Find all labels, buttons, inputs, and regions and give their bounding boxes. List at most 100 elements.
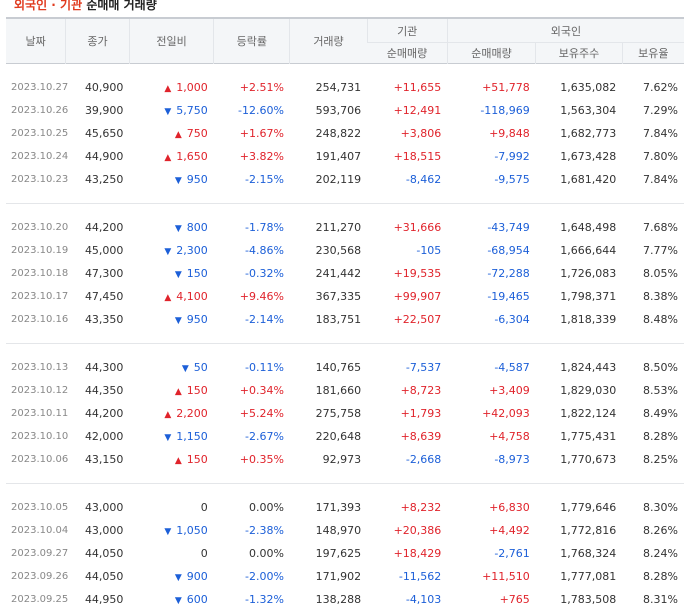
- investor-trading-table: 날짜 종가 전일비 등락률 거래량 기관 외국인 순매매량 순매매량 보유주수 …: [6, 17, 684, 611]
- cell-institution-net: +12,491: [367, 99, 447, 122]
- cell-institution-net: +20,386: [367, 519, 447, 542]
- cell-institution-net: +99,907: [367, 285, 447, 308]
- cell-change: ▼1,050: [129, 519, 213, 542]
- change-value: 2,200: [176, 407, 208, 420]
- table-header: 날짜 종가 전일비 등락률 거래량 기관 외국인 순매매량 순매매량 보유주수 …: [6, 18, 684, 64]
- cell-rate: -1.32%: [214, 588, 290, 611]
- cell-foreign-net: -72,288: [447, 262, 535, 285]
- change-value: 900: [187, 570, 208, 583]
- cell-volume: 92,973: [290, 448, 367, 471]
- cell-date: 2023.10.16: [6, 308, 66, 331]
- header-rate: 등락률: [214, 18, 290, 64]
- cell-volume: 241,442: [290, 262, 367, 285]
- cell-foreign-net: +4,492: [447, 519, 535, 542]
- triangle-down-icon: ▼: [175, 596, 182, 606]
- cell-ratio: 8.31%: [622, 588, 684, 611]
- cell-date: 2023.09.27: [6, 542, 66, 565]
- change-value: 950: [187, 173, 208, 186]
- cell-change: 0: [129, 542, 213, 565]
- cell-ratio: 8.50%: [622, 356, 684, 379]
- triangle-up-icon: ▲: [164, 153, 171, 163]
- cell-change: ▼950: [129, 168, 213, 191]
- cell-rate: +0.34%: [214, 379, 290, 402]
- cell-change: ▲1,650: [129, 145, 213, 168]
- cell-volume: 248,822: [290, 122, 367, 145]
- cell-holdings: 1,777,081: [536, 565, 622, 588]
- cell-holdings: 1,824,443: [536, 356, 622, 379]
- cell-holdings: 1,775,431: [536, 425, 622, 448]
- cell-change: ▼ 600: [129, 588, 213, 611]
- triangle-up-icon: ▲: [175, 387, 182, 397]
- triangle-down-icon: ▼: [182, 364, 189, 374]
- change-value: 5,750: [176, 104, 208, 117]
- cell-holdings: 1,563,304: [536, 99, 622, 122]
- change-value: 800: [187, 221, 208, 234]
- cell-foreign-net: -43,749: [447, 216, 535, 239]
- cell-holdings: 1,768,324: [536, 542, 622, 565]
- cell-rate: -2.14%: [214, 308, 290, 331]
- cell-volume: 197,625: [290, 542, 367, 565]
- cell-ratio: 8.25%: [622, 448, 684, 471]
- cell-rate: +5.24%: [214, 402, 290, 425]
- cell-volume: 181,660: [290, 379, 367, 402]
- cell-rate: +3.82%: [214, 145, 290, 168]
- cell-rate: -2.15%: [214, 168, 290, 191]
- cell-foreign-net: +6,830: [447, 496, 535, 519]
- cell-date: 2023.10.26: [6, 99, 66, 122]
- cell-ratio: 8.30%: [622, 496, 684, 519]
- cell-institution-net: -105: [367, 239, 447, 262]
- change-value: 150: [187, 384, 208, 397]
- cell-foreign-net: -9,575: [447, 168, 535, 191]
- cell-close: 44,950: [66, 588, 130, 611]
- cell-close: 44,050: [66, 542, 130, 565]
- cell-institution-net: -8,462: [367, 168, 447, 191]
- cell-volume: 183,751: [290, 308, 367, 331]
- cell-rate: +1.67%: [214, 122, 290, 145]
- cell-foreign-net: +3,409: [447, 379, 535, 402]
- cell-holdings: 1,770,673: [536, 448, 622, 471]
- cell-institution-net: +11,655: [367, 76, 447, 99]
- cell-close: 43,000: [66, 519, 130, 542]
- cell-volume: 140,765: [290, 356, 367, 379]
- cell-holdings: 1,772,816: [536, 519, 622, 542]
- change-value: 50: [194, 361, 208, 374]
- cell-close: 44,200: [66, 216, 130, 239]
- cell-close: 44,350: [66, 379, 130, 402]
- cell-ratio: 8.28%: [622, 425, 684, 448]
- cell-date: 2023.10.10: [6, 425, 66, 448]
- cell-foreign-net: -8,973: [447, 448, 535, 471]
- cell-date: 2023.10.06: [6, 448, 66, 471]
- cell-institution-net: +22,507: [367, 308, 447, 331]
- triangle-up-icon: ▲: [175, 456, 182, 466]
- cell-holdings: 1,783,508: [536, 588, 622, 611]
- cell-date: 2023.10.12: [6, 379, 66, 402]
- cell-rate: -0.11%: [214, 356, 290, 379]
- change-value: 600: [187, 593, 208, 606]
- cell-foreign-net: +51,778: [447, 76, 535, 99]
- cell-change: ▲750: [129, 122, 213, 145]
- cell-volume: 593,706: [290, 99, 367, 122]
- cell-foreign-net: -68,954: [447, 239, 535, 262]
- header-holdings: 보유주수: [536, 43, 622, 64]
- cell-date: 2023.10.25: [6, 122, 66, 145]
- cell-change: ▼800: [129, 216, 213, 239]
- section-title-highlight: 외국인 · 기관: [14, 0, 82, 12]
- cell-rate: -2.67%: [214, 425, 290, 448]
- change-value: 150: [187, 267, 208, 280]
- cell-date: 2023.10.24: [6, 145, 66, 168]
- cell-volume: 191,407: [290, 145, 367, 168]
- cell-holdings: 1,798,371: [536, 285, 622, 308]
- cell-institution-net: +18,429: [367, 542, 447, 565]
- cell-volume: 230,568: [290, 239, 367, 262]
- cell-holdings: 1,666,644: [536, 239, 622, 262]
